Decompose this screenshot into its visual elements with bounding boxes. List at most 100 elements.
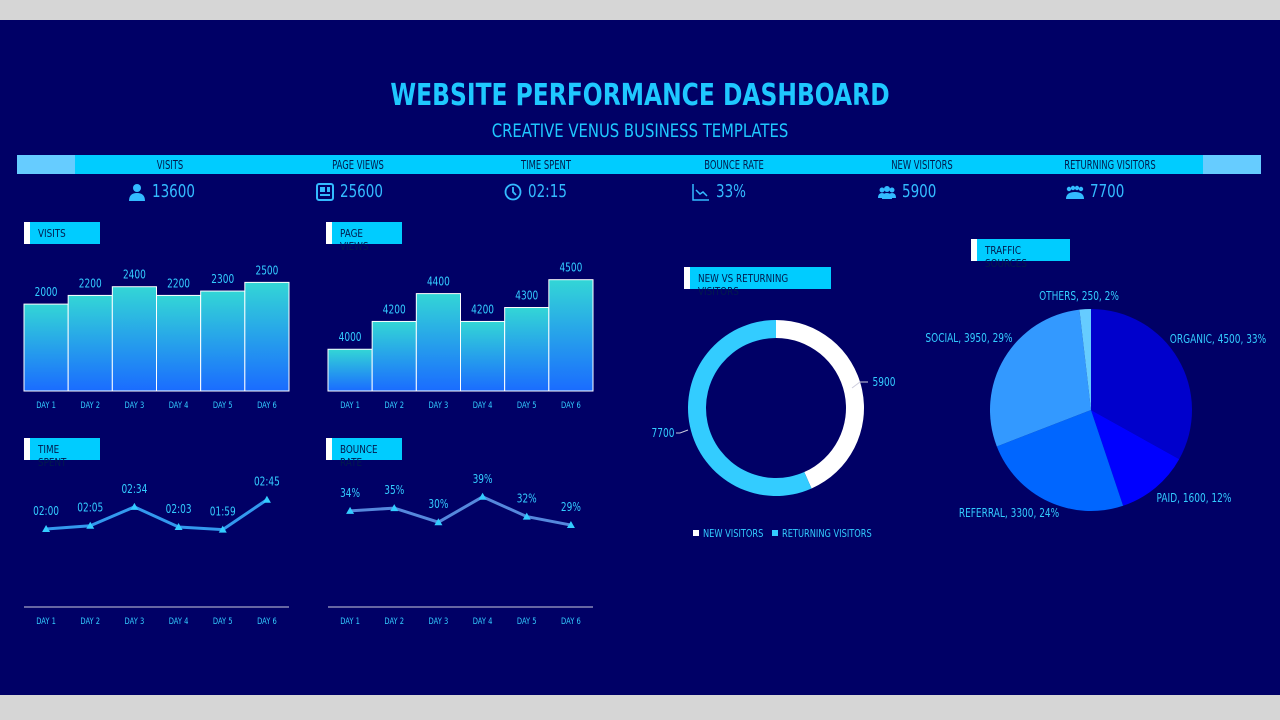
chart-down-icon [692,183,709,201]
data-label: 02:45 [254,476,280,490]
user-icon [129,183,145,201]
bar [327,348,373,392]
data-label: 02:03 [166,503,192,517]
x-tick-label: DAY 5 [213,400,233,410]
donut-slice [776,320,865,489]
data-label: 5900 [873,376,896,390]
data-point [262,495,271,503]
page-title: WEBSITE PERFORMANCE DASHBOARD [390,78,890,113]
pie-slice [990,309,1091,447]
kpi-value-4: 5900 [878,181,948,202]
data-point [174,523,183,531]
kpi-label-0: VISITS [156,158,184,172]
x-tick-label: DAY 4 [473,616,493,626]
data-label: 4500 [559,262,582,276]
section-title-bounce-rate: BOUNCE RATE [326,438,402,469]
kpi-value-text: 02:15 [528,181,567,202]
bar [23,303,69,392]
x-tick-label: DAY 1 [340,400,360,410]
data-label: 2400 [123,269,146,283]
data-label: 2000 [35,286,58,300]
data-point [218,525,227,533]
bar [244,281,290,392]
section-title-new-vs-returning: NEW VS RETURNING VISITORS [684,267,831,298]
donut-slice [688,320,812,496]
page-subtitle: CREATIVE VENUS BUSINESS TEMPLATES [491,120,789,142]
group-icon [1066,185,1084,199]
data-label: 4300 [515,289,538,303]
legend-swatch [772,530,778,536]
section-title-page-views: PAGE VIEWS [326,222,402,253]
data-label: 2200 [167,277,190,291]
data-label: PAID, 1600, 12% [1157,492,1232,506]
pie-slice [996,410,1124,511]
x-tick-label: DAY 1 [36,616,56,626]
data-label: REFERRAL, 3300, 24% [959,507,1059,521]
kpi-bar-cap-right [1203,155,1261,174]
kpi-label-4: NEW VISITORS [891,158,953,172]
kpi-value-text: 13600 [152,181,195,202]
data-label: SOCIAL, 3950, 29% [925,332,1012,346]
legend-swatch [693,530,699,536]
data-label: 4200 [383,303,406,317]
kpi-label-3: BOUNCE RATE [704,158,764,172]
data-label: 2200 [79,277,102,291]
x-tick-label: DAY 6 [561,400,581,410]
section-title-visits: VISITS [24,222,100,244]
x-tick-label: DAY 2 [80,616,100,626]
data-label: 02:05 [77,502,103,516]
data-point [346,506,355,514]
kpi-label-1: PAGE VIEWS [332,158,384,172]
data-label: 35% [384,484,404,498]
section-title-time-spent: TIME SPENT [24,438,100,469]
bar [111,286,158,392]
data-label: 34% [340,487,360,501]
users-icon [878,185,896,199]
kpi-value-0: 13600 [128,181,209,202]
x-tick-label: DAY 3 [125,616,145,626]
data-point [390,504,399,512]
x-tick-label: DAY 5 [517,400,537,410]
data-label: 30% [428,498,448,512]
x-tick-label: DAY 6 [257,400,277,410]
bar [371,320,417,392]
data-label: 32% [517,492,537,506]
bar [200,290,246,392]
x-tick-label: DAY 5 [517,616,537,626]
leader-line [851,381,868,389]
x-tick-label: DAY 6 [257,616,277,626]
kpi-bar-cap-left [17,155,75,174]
bar [67,294,113,392]
section-title-traffic-sources: TRAFFIC SOURCES [971,239,1070,270]
data-point [42,525,51,532]
series-line [45,498,268,532]
bar [415,293,462,392]
legend-label: NEW VISITORS [703,528,763,540]
x-tick-label: DAY 4 [169,616,189,626]
bar [156,294,202,392]
data-label: 4200 [471,303,494,317]
data-point [434,518,443,526]
document-icon [316,182,334,201]
kpi-header-bar [17,155,1261,174]
data-point [86,521,95,529]
pie-slice [1091,410,1180,506]
data-label: 4000 [339,331,362,345]
pie-slice [1079,309,1091,410]
leader-line [676,429,689,434]
x-tick-label: DAY 3 [125,400,145,410]
x-tick-label: DAY 5 [213,616,233,626]
kpi-value-5: 7700 [1066,181,1136,202]
x-tick-label: DAY 4 [473,400,493,410]
legend-label: RETURNING VISITORS [782,528,872,540]
kpi-value-text: 33% [716,181,747,202]
data-point [130,502,139,510]
kpi-value-1: 25600 [316,181,397,202]
x-tick-label: DAY 1 [340,616,360,626]
data-label: OTHERS, 250, 2% [1039,290,1119,304]
data-label: 2300 [211,273,234,287]
x-tick-label: DAY 2 [384,616,404,626]
x-tick-label: DAY 2 [384,400,404,410]
kpi-label-2: TIME SPENT [521,158,571,172]
